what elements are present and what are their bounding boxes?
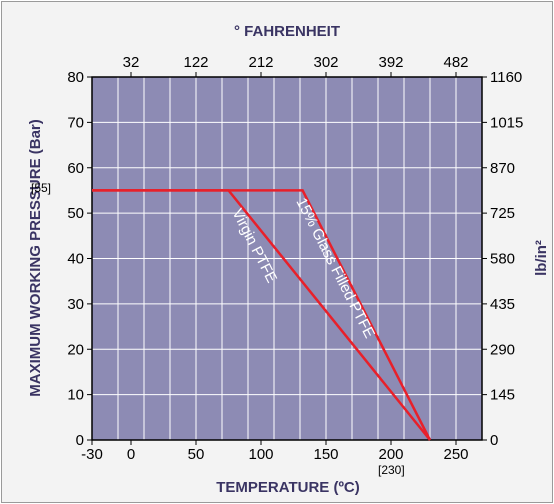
right-tick-label: 0 (490, 432, 498, 449)
right-tick-label: 435 (490, 296, 515, 313)
top-tick-label: 482 (443, 54, 468, 71)
annotation-55: [55] (31, 181, 51, 195)
x-tick-label: 100 (248, 446, 273, 463)
right-tick-label: 870 (490, 160, 515, 177)
series-line-glass-filled-ptfe (92, 189, 432, 441)
y-tick-label: 70 (67, 114, 84, 131)
right-tick-label: 145 (490, 387, 515, 404)
y-tick-label: 10 (67, 387, 84, 404)
y-tick-label: 0 (76, 432, 84, 449)
right-tick-label: 580 (490, 251, 515, 268)
y-tick-label: 20 (67, 341, 84, 358)
y-tick-label: 60 (67, 160, 84, 177)
right-tick-label: 290 (490, 341, 515, 358)
annotation-230: [230] (378, 463, 405, 477)
top-tick-label: 392 (378, 54, 403, 71)
right-tick-label: 725 (490, 205, 515, 222)
x-tick-label: 0 (127, 446, 135, 463)
x-tick-label: 150 (313, 446, 338, 463)
top-tick-label: 302 (313, 54, 338, 71)
top-tick-label: 32 (123, 54, 140, 71)
right-tick-label: 1015 (490, 114, 523, 131)
x-axis-title: TEMPERATURE (ºC) (216, 479, 360, 496)
top-tick-label: 212 (248, 54, 273, 71)
y-tick-label: 40 (67, 251, 84, 268)
top-tick-label: 122 (183, 54, 208, 71)
right-tick-label: 1160 (490, 69, 522, 86)
x-tick-label: 200 (378, 446, 403, 463)
x-tick-label: -30 (81, 446, 103, 463)
top-axis-title: ° FAHRENHEIT (234, 23, 340, 40)
y-axis-title: MAXIMUM WORKING PRESSURE (Bar) (27, 119, 44, 397)
y-tick-label: 80 (67, 69, 84, 86)
y-tick-label: 50 (67, 205, 84, 222)
y-tick-label: 30 (67, 296, 84, 313)
x-tick-label: 250 (443, 446, 468, 463)
right-axis-title: lb/in² (533, 240, 550, 276)
x-tick-label: 50 (188, 446, 205, 463)
